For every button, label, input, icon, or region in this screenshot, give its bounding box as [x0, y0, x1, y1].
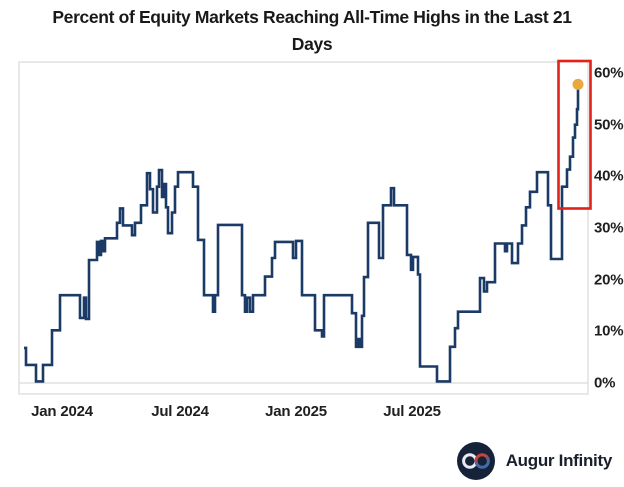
chart-title: Percent of Equity Markets Reaching All-T…: [0, 4, 624, 58]
y-tick-label: 10%: [594, 322, 624, 340]
series-step-line: [24, 84, 580, 383]
highlight-box: [557, 59, 592, 210]
chart-title-line1: Percent of Equity Markets Reaching All-T…: [52, 7, 572, 27]
brand-name: Augur Infinity: [505, 451, 613, 470]
y-tick-label: 20%: [594, 271, 624, 289]
y-tick-label: 60%: [594, 64, 624, 82]
y-tick-label: 40%: [594, 167, 624, 185]
chart-title-line2: Days: [291, 34, 333, 54]
y-tick-label: 30%: [594, 219, 624, 237]
x-tick-label: Jan 2025: [265, 403, 327, 420]
plot-border: [18, 61, 589, 395]
x-tick-label: Jul 2025: [383, 403, 441, 420]
y-tick-label: 50%: [594, 116, 624, 134]
brand-footer: Augur Infinity: [456, 441, 612, 481]
y-tick-label: 0%: [594, 374, 616, 392]
latest-point-dot: [572, 78, 584, 90]
x-tick-label: Jul 2024: [151, 403, 209, 420]
x-tick-label: Jan 2024: [31, 403, 93, 420]
infinity-logo-icon: [456, 442, 495, 480]
logo-right-loop: [474, 453, 490, 469]
